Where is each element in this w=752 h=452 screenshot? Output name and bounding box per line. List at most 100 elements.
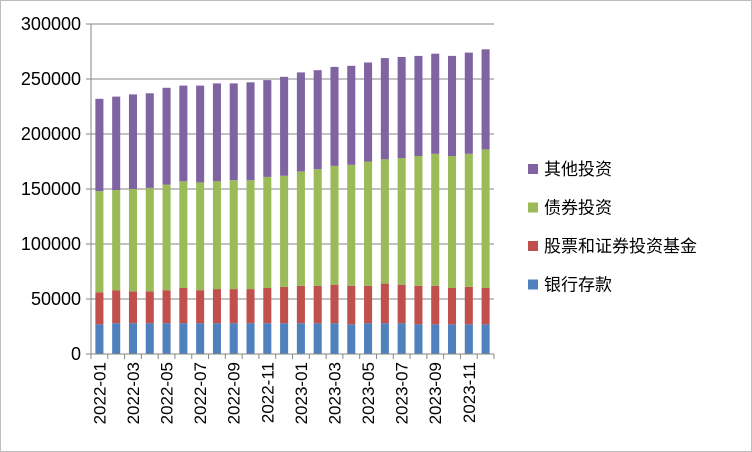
bar-segment-deposit [380,323,389,354]
bar-segment-bond [229,180,238,290]
bar-segment-deposit [397,323,406,354]
bar-segment-bond [296,171,305,286]
bar-segment-other [296,72,305,172]
bar-segment-deposit [347,324,356,354]
bars [95,49,490,354]
bar-segment-deposit [364,323,373,354]
bar-segment-deposit [196,323,205,354]
bar-segment-other [481,49,490,150]
bar-segment-stock [145,291,154,324]
bar-segment-bond [128,189,138,292]
bar-segment-bond [280,175,289,287]
bar-segment-other [313,70,322,170]
y-tick-label: 0 [71,344,81,364]
bar-segment-other [380,58,389,160]
bar-segment-stock [481,288,490,325]
bar-segment-other [179,85,188,182]
y-axis-ticks: 0 50000 100000 150000 200000 250000 300000 [21,14,91,364]
bar-segment-deposit [296,323,305,354]
bar-segment-deposit [145,323,154,354]
legend-swatch [528,279,538,290]
bar-segment-stock [229,289,238,324]
bar-segment-bond [481,149,490,288]
bar-segment-stock [347,285,356,325]
bar-segment-deposit [447,324,457,354]
bar-segment-stock [464,286,473,325]
bar-segment-other [280,76,289,176]
bar-segment-bond [380,159,389,284]
bar-segment-other [347,65,356,165]
bar-segment-bond [364,161,373,286]
x-tick-label: 2023-01 [292,362,311,424]
x-tick-label: 2022-05 [158,362,177,424]
bar-segment-other [246,82,255,181]
bar-segment-deposit [179,323,188,354]
y-tick-label: 50000 [31,289,81,309]
bar-segment-stock [212,289,221,324]
bar-segment-other [212,83,221,182]
bar-segment-deposit [128,323,138,354]
legend-swatch [528,164,538,174]
bar-segment-bond [347,164,356,286]
bar-segment-bond [179,181,188,288]
bar-segment-stock [196,290,205,324]
bar-segment-other [95,98,104,192]
legend-label: 银行存款 [544,276,612,296]
bar-segment-stock [263,288,272,324]
x-tick-label: 2023-11 [460,362,479,423]
bar-segment-bond [263,176,272,288]
bar-segment-other [464,52,473,154]
bar-segment-stock [179,288,188,324]
bar-segment-deposit [95,324,104,354]
bar-segment-bond [196,182,205,291]
grid-lines [91,23,494,300]
bar-segment-bond [397,158,406,285]
bar-segment-stock [313,285,322,324]
bar-segment-stock [380,283,389,324]
bar-segment-stock [364,285,373,324]
bar-segment-other [447,55,457,156]
bar-segment-bond [464,153,473,287]
bar-segment-other [397,57,406,159]
x-tick-label: 2023-07 [393,362,412,424]
bar-segment-bond [447,156,457,288]
bar-segment-other [128,94,138,189]
bar-segment-deposit [112,323,121,354]
bar-segment-other [414,55,423,156]
bar-segment-bond [95,191,104,293]
bar-segment-bond [431,153,440,286]
bar-segment-deposit [280,323,289,354]
x-tick-label: 2023-05 [359,362,378,424]
legend-swatch [528,202,538,213]
bar-segment-stock [128,291,138,324]
x-axis-ticks: 2022-01 2022-03 2022-05 2022-07 2022-09 2022-… [90,354,495,424]
bar-segment-other [364,62,373,162]
bar-segment-stock [246,289,255,324]
bar-segment-deposit [246,323,255,354]
x-tick-label: 2023-09 [426,362,445,424]
x-tick-label: 2022-07 [191,362,210,424]
bar-segment-bond [330,165,339,285]
legend-swatch [528,241,538,251]
legend-label: 股票和证券投资基金 [544,237,697,257]
x-tick-label: 2022-09 [225,362,244,424]
bar-segment-deposit [212,323,221,354]
bar-segment-deposit [330,323,339,354]
bar-segment-other [330,66,339,166]
y-tick-label: 250000 [21,69,81,89]
bar-segment-deposit [481,324,490,354]
y-tick-label: 150000 [21,179,81,199]
bar-segment-deposit [229,323,238,354]
bar-segment-other [162,87,171,185]
bar-segment-other [229,83,238,181]
bar-segment-bond [414,156,423,286]
bar-segment-stock [330,284,339,324]
bar-segment-other [196,85,205,183]
x-tick-label: 2022-01 [90,362,109,424]
legend-label: 其他投资 [544,160,612,180]
bar-segment-stock [397,284,406,324]
bar-segment-stock [296,285,305,324]
bar-segment-bond [212,181,221,290]
